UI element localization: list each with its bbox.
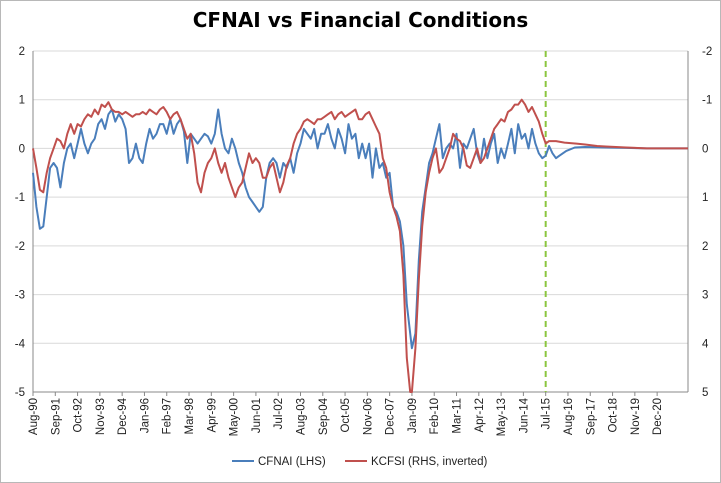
legend-label-kcfsi: KCFSI (RHS, inverted): [371, 456, 487, 468]
x-tick-label: Sep-91: [50, 398, 62, 435]
right-tick-label: 0: [702, 143, 708, 155]
x-tick-label: May-13: [496, 398, 508, 436]
x-tick-label: Aug-90: [28, 398, 40, 435]
x-tick-label: Jan-96: [139, 398, 151, 433]
axes: [32, 51, 689, 393]
left-tick-label: -3: [15, 290, 25, 302]
x-tick-label: Feb-10: [429, 398, 441, 434]
right-tick-label: 5: [702, 387, 708, 399]
x-tick-label: Jul-02: [273, 398, 285, 429]
x-tick-label: Nov-06: [362, 398, 374, 435]
x-tick-label: Nov-19: [630, 398, 642, 435]
left-tick-label: -2: [15, 241, 25, 253]
left-tick-label: 1: [19, 95, 25, 107]
x-tick-label: Mar-11: [452, 398, 464, 434]
left-tick-label: -1: [15, 192, 25, 204]
x-tick-label: Oct-92: [73, 398, 85, 433]
x-tick-label: Jan-09: [407, 398, 419, 433]
right-tick-label: 3: [702, 290, 708, 302]
gridlines: [33, 50, 688, 393]
x-tick-label: Jul-15: [541, 398, 553, 429]
x-tick-label: Mar-98: [184, 398, 196, 434]
x-tick-label: Feb-97: [162, 398, 174, 434]
x-tick-label: Dec-07: [385, 398, 397, 435]
x-tick-label: Aug-16: [563, 398, 575, 435]
left-tick-label: -4: [15, 338, 26, 350]
x-axis-ticks: Aug-90 Sep-91 Oct-92 Nov-93 Dec-94 Jan-96 Feb-…: [28, 392, 664, 436]
x-tick-label: Aug-03: [295, 398, 307, 435]
series-lines: [32, 98, 688, 393]
x-tick-label: Apr-99: [206, 398, 218, 433]
x-tick-label: Dec-94: [117, 397, 129, 435]
right-tick-label: 1: [702, 192, 708, 204]
left-tick-label: 2: [19, 46, 25, 58]
x-tick-label: Jun-01: [251, 398, 263, 433]
right-tick-label: -2: [702, 46, 712, 58]
x-tick-label: Oct-18: [608, 398, 620, 433]
legend: CFNAI (LHS) KCFSI (RHS, inverted): [232, 456, 487, 468]
x-tick-label: Nov-93: [95, 398, 107, 435]
right-axis-ticks: -2 -1 0 1 2 3 4 5: [702, 46, 712, 399]
x-tick-label: Apr-12: [474, 398, 486, 433]
right-tick-label: -1: [702, 95, 712, 107]
x-tick-label: May-00: [229, 398, 241, 436]
x-tick-label: Dec-20: [652, 398, 664, 435]
chart-title: CFNAI vs Financial Conditions: [192, 8, 529, 32]
kcfsi-line: [32, 98, 688, 393]
x-tick-label: Jun-14: [518, 397, 530, 433]
right-tick-label: 4: [702, 338, 709, 350]
left-tick-label: 0: [19, 143, 25, 155]
x-tick-label: Sep-04: [318, 397, 330, 435]
cfnai-line: [32, 108, 688, 350]
left-tick-label: -5: [15, 387, 25, 399]
right-tick-label: 2: [702, 241, 708, 253]
x-tick-label: Oct-05: [340, 398, 352, 433]
x-tick-label: Sep-17: [585, 398, 597, 435]
left-axis-ticks: 2 1 0 -1 -2 -3 -4 -5: [15, 46, 26, 399]
legend-label-cfnai: CFNAI (LHS): [258, 456, 326, 468]
